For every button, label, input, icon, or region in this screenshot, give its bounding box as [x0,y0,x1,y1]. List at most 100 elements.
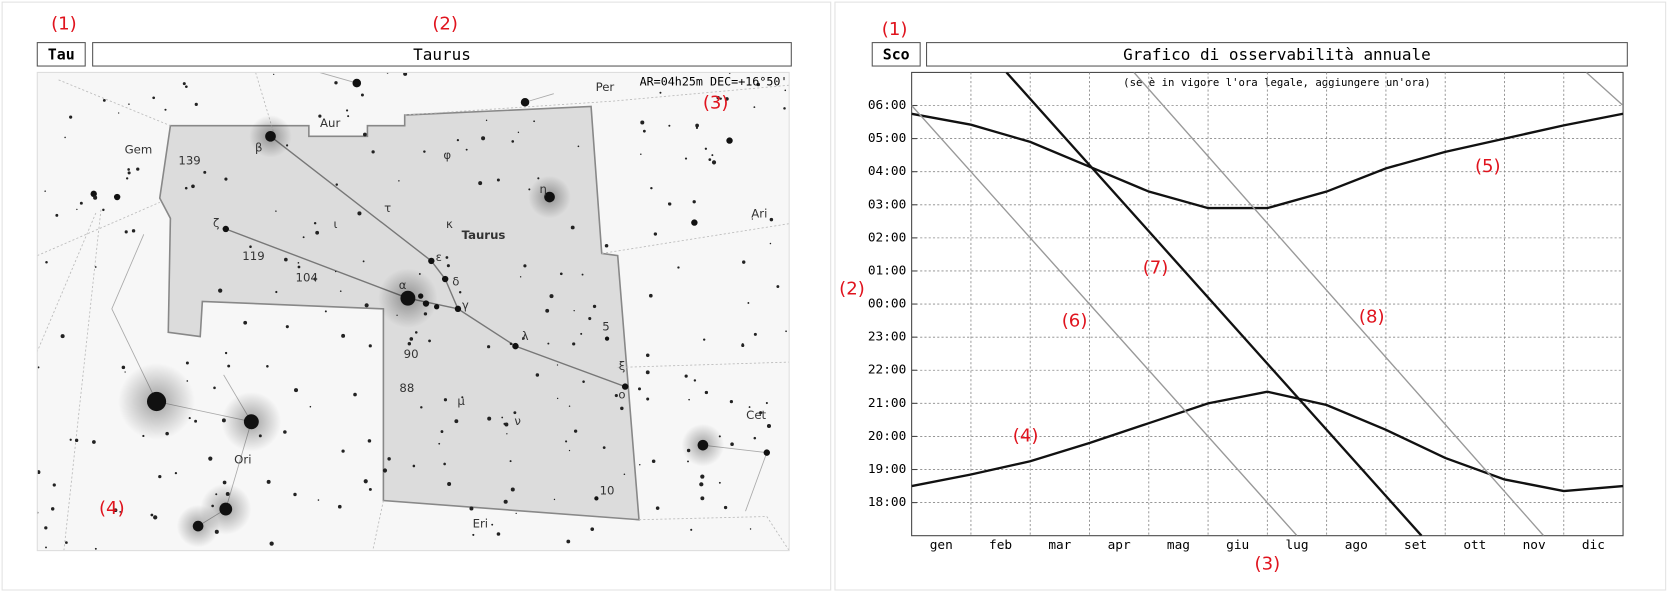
star [506,433,508,435]
star [749,528,752,530]
star [341,449,345,453]
y-tick-label: 18:00 [868,495,906,510]
star [293,388,299,393]
x-tick-label: dic [1582,538,1605,553]
star [297,261,300,264]
star [708,158,712,161]
x-tick-label: apr [1108,538,1131,553]
star [249,245,252,248]
map-label: Cet [746,408,766,422]
star [688,398,690,401]
annotation: (6) [1062,311,1088,332]
star [692,200,696,204]
x-tick-label: nov [1523,538,1546,553]
star [318,114,322,118]
star [396,314,398,316]
star [52,483,56,487]
star [748,406,751,408]
star [194,419,198,423]
star [65,541,68,544]
abbreviation: Tau [48,45,75,63]
star [341,333,346,338]
star [284,257,288,262]
star [456,138,460,142]
star [188,417,191,420]
star [313,221,317,225]
star [730,442,734,446]
star [747,302,750,304]
star [184,85,188,88]
title: Taurus [413,45,471,64]
star [533,120,536,123]
star [509,460,512,463]
y-tick-label: 06:00 [868,98,906,113]
star [568,449,571,452]
star [472,533,475,537]
star [481,136,486,141]
map-label: ι [333,217,337,231]
star [414,331,418,334]
star [718,435,721,438]
map-label: 119 [242,249,264,263]
chart-subtitle: (se è in vigore l'ora legale, aggiungere… [1123,76,1431,89]
star [655,506,660,510]
star [454,305,462,313]
star [131,229,136,233]
map-label: 5 [602,319,609,333]
star [222,480,227,485]
y-tick-label: 01:00 [868,263,906,278]
star [668,124,671,127]
star [549,294,554,299]
map-label: ε [436,250,442,264]
star [711,160,717,165]
annotation: (4) [1013,426,1039,447]
star [487,416,492,421]
star [45,546,47,549]
star [219,502,233,516]
star [428,257,435,265]
star [125,177,129,180]
annotation: (1) [882,19,908,40]
chart-title: Grafico di osservabilità annuale [1123,45,1431,64]
star [590,527,595,531]
star [208,456,213,461]
star [544,191,555,203]
star [517,131,520,134]
star [334,270,337,273]
y-tick-label: 03:00 [868,197,906,212]
star [182,82,186,86]
star [512,342,519,350]
star [102,208,105,212]
star [74,438,79,443]
star [142,434,145,438]
star [153,515,158,520]
series-group [911,72,1624,536]
star [776,285,780,289]
star [192,520,204,532]
star [275,210,277,212]
star [741,343,745,348]
star [92,440,96,444]
star [528,188,531,191]
star [225,492,230,496]
star [700,474,705,479]
y-tick-label: 05:00 [868,131,906,146]
series-line [1133,72,1545,536]
y-tick-label: 00:00 [868,297,906,312]
x-tick-label: lug [1285,538,1308,553]
star [783,107,786,110]
star [37,366,40,369]
map-label: α [399,278,407,292]
star [785,330,787,333]
abbrev-box [871,42,921,67]
star [446,264,450,268]
star [174,471,178,475]
star [64,136,66,139]
star [443,462,446,466]
star [729,400,733,404]
star [447,481,452,486]
star [363,479,368,484]
star [218,288,223,293]
star [594,496,599,501]
star [520,97,530,107]
